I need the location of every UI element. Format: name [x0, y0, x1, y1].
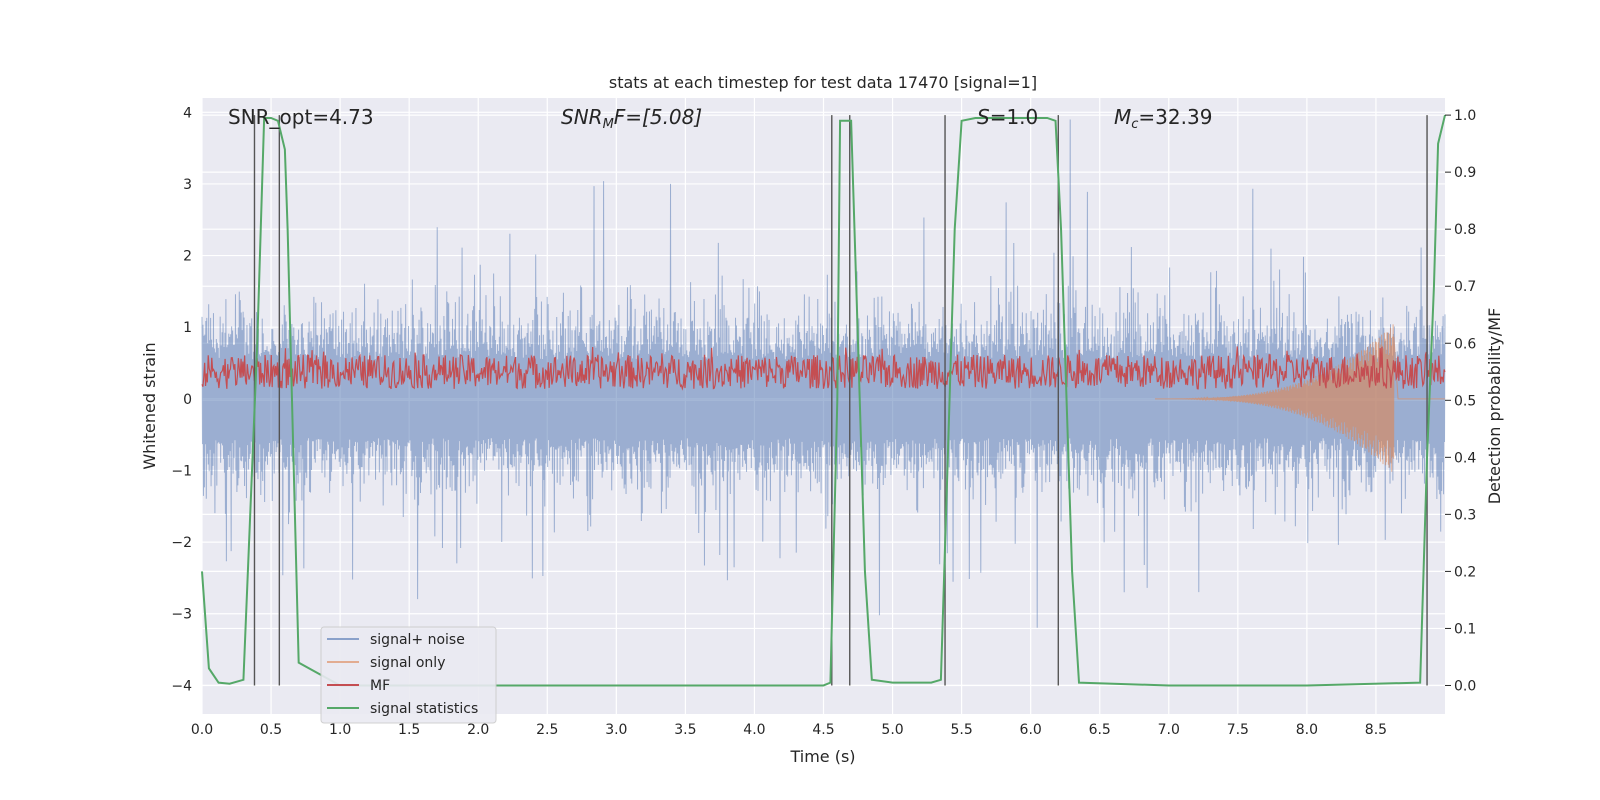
legend-label-signal-noise: signal+ noise [370, 632, 465, 648]
annotation-s-main: S [977, 105, 990, 129]
x-tick-label: 7.5 [1227, 722, 1249, 738]
series-mf [201, 346, 1446, 391]
y-right-tick-label: 0.3 [1454, 507, 1476, 523]
annotation-snr-mf-sub: M [603, 117, 614, 132]
y-left-tick-label: −4 [171, 678, 192, 694]
y-axis-left-label: Whitened strain [140, 342, 159, 469]
annotation-mc-rest: =32.39 [1138, 105, 1212, 129]
x-tick-label: 7.0 [1158, 722, 1180, 738]
legend-label-mf: MF [370, 678, 390, 694]
y-axis-right-label: Detection probability/MF [1485, 308, 1504, 505]
annotation-snr-mf-rest: F=[5.08] [614, 105, 702, 129]
x-tick-label: 5.5 [950, 722, 972, 738]
y-right-tick-label: 0.6 [1454, 336, 1476, 352]
chart-title: stats at each timestep for test data 174… [609, 73, 1037, 92]
annotation-mc-main: M [1114, 105, 1131, 129]
y-left-tick-label: 4 [183, 105, 192, 121]
mf-line [201, 346, 1446, 391]
annotation-s-rest: =1.0 [990, 105, 1039, 129]
x-tick-label: 6.5 [1089, 722, 1111, 738]
signal-noise-line [201, 119, 1446, 628]
x-axis-label: Time (s) [789, 747, 855, 766]
y-left-tick-label: 2 [183, 249, 192, 265]
y-right-tick-label: 1.0 [1454, 108, 1476, 124]
annotation-snr-opt: SNR_opt=4.73 [228, 105, 374, 129]
y-right-tick-label: 0.7 [1454, 279, 1476, 295]
y-right-tick-label: 0.1 [1454, 621, 1476, 637]
x-tick-label: 1.0 [329, 722, 351, 738]
x-tick-label: 2.5 [536, 722, 558, 738]
legend-label-signal-only: signal only [370, 655, 445, 671]
x-tick-label: 5.0 [881, 722, 903, 738]
x-tick-label: 6.0 [1020, 722, 1042, 738]
x-tick-label: 4.0 [743, 722, 765, 738]
x-tick-label: 4.5 [812, 722, 834, 738]
x-tick-label: 8.5 [1365, 722, 1387, 738]
annotation-snr-mf: SNRMF=[5.08] [561, 105, 702, 132]
annotation-s: S=1.0 [977, 105, 1038, 129]
y-right-tick-label: 0.8 [1454, 222, 1476, 238]
annotation-snr-mf-main: SNR [561, 105, 603, 129]
y-left-tick-label: 3 [183, 177, 192, 193]
x-tick-label: 3.5 [674, 722, 696, 738]
x-tick-label: 1.5 [398, 722, 420, 738]
legend-label-signal-statistics: signal statistics [370, 701, 478, 717]
y-right-tick-label: 0.9 [1454, 165, 1476, 181]
y-axis-left-ticks: 4 3 2 1 0 −1 −2 −3 −4 [171, 105, 192, 694]
y-right-tick-label: 0.2 [1454, 564, 1476, 580]
x-axis-ticks: 0.0 0.5 1.0 1.5 2.0 2.5 3.0 3.5 4.0 4.5 5.0 5.5 6.0 6… [191, 722, 1387, 738]
annotation-mc-sub: c [1131, 117, 1138, 132]
series-signal-statistics [201, 114, 1446, 687]
y-left-tick-label: 0 [183, 392, 192, 408]
y-right-tick-label: 0.4 [1454, 450, 1476, 466]
y-left-tick-label: 1 [183, 320, 192, 336]
series-signal-noise [201, 119, 1446, 628]
x-tick-label: 2.0 [467, 722, 489, 738]
x-tick-label: 8.0 [1296, 722, 1318, 738]
y-right-tick-label: 0.0 [1454, 678, 1476, 694]
legend: signal+ noise signal only MF signal stat… [320, 626, 497, 724]
annotation-mc: Mc=32.39 [1114, 105, 1212, 132]
y-right-tick-label: 0.5 [1454, 393, 1476, 409]
y-axis-right-ticks: 1.0 0.9 0.8 0.7 0.6 0.5 0.4 0.3 0.2 0.1 0.0 [1445, 108, 1476, 694]
x-tick-label: 0.5 [260, 722, 282, 738]
legend-box [320, 626, 497, 724]
y-left-tick-label: −2 [171, 535, 192, 551]
x-tick-label: 3.0 [605, 722, 627, 738]
y-left-tick-label: −3 [171, 607, 192, 623]
signal-statistics-line [201, 114, 1446, 687]
y-left-tick-label: −1 [171, 463, 192, 479]
x-tick-label: 0.0 [191, 722, 213, 738]
